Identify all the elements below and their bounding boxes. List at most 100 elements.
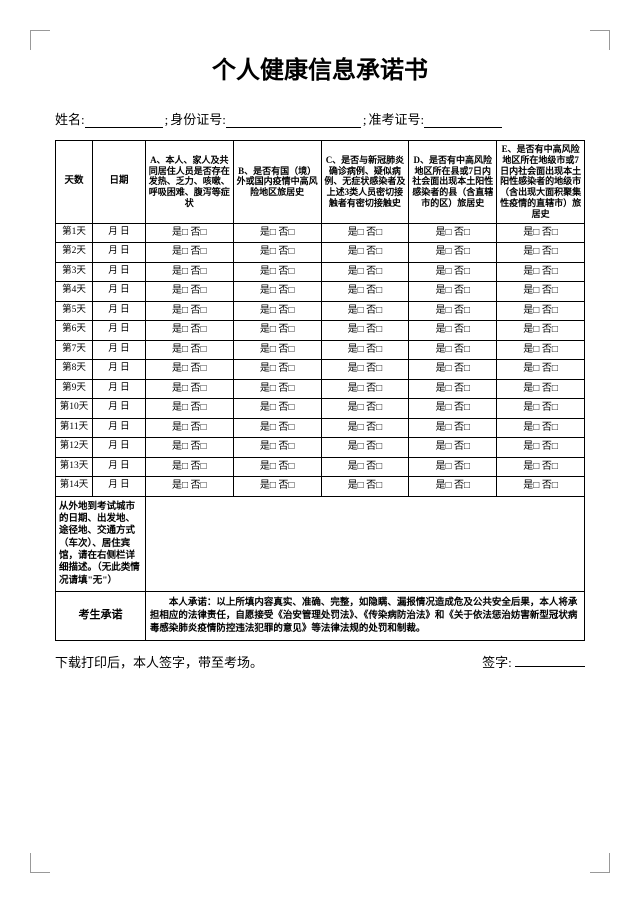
yesno-cell[interactable]: 是□ 否□ (409, 223, 497, 243)
date-cell[interactable]: 月 日 (93, 379, 146, 399)
yesno-cell[interactable]: 是□ 否□ (497, 340, 585, 360)
yesno-cell[interactable]: 是□ 否□ (321, 262, 409, 282)
yesno-cell[interactable]: 是□ 否□ (409, 321, 497, 341)
yesno-cell[interactable]: 是□ 否□ (497, 262, 585, 282)
yesno-cell[interactable]: 是□ 否□ (233, 379, 321, 399)
yesno-cell[interactable]: 是□ 否□ (233, 418, 321, 438)
day-cell: 第5天 (56, 301, 93, 321)
yesno-cell[interactable]: 是□ 否□ (233, 223, 321, 243)
yesno-cell[interactable]: 是□ 否□ (497, 223, 585, 243)
yesno-cell[interactable]: 是□ 否□ (145, 477, 233, 497)
travel-detail-cell[interactable] (145, 496, 584, 591)
footer-row: 下载打印后，本人签字，带至考场。 签字: (55, 651, 585, 671)
yesno-cell[interactable]: 是□ 否□ (409, 477, 497, 497)
table-row: 第3天月 日是□ 否□是□ 否□是□ 否□是□ 否□是□ 否□ (56, 262, 585, 282)
yesno-cell[interactable]: 是□ 否□ (145, 360, 233, 380)
yesno-cell[interactable]: 是□ 否□ (233, 262, 321, 282)
date-cell[interactable]: 月 日 (93, 457, 146, 477)
yesno-cell[interactable]: 是□ 否□ (145, 399, 233, 419)
day-cell: 第10天 (56, 399, 93, 419)
yesno-cell[interactable]: 是□ 否□ (145, 340, 233, 360)
yesno-cell[interactable]: 是□ 否□ (497, 457, 585, 477)
date-cell[interactable]: 月 日 (93, 438, 146, 458)
yesno-cell[interactable]: 是□ 否□ (233, 399, 321, 419)
yesno-cell[interactable]: 是□ 否□ (145, 282, 233, 302)
table-row: 第2天月 日是□ 否□是□ 否□是□ 否□是□ 否□是□ 否□ (56, 243, 585, 263)
yesno-cell[interactable]: 是□ 否□ (409, 282, 497, 302)
yesno-cell[interactable]: 是□ 否□ (321, 243, 409, 263)
yesno-cell[interactable]: 是□ 否□ (497, 477, 585, 497)
yesno-cell[interactable]: 是□ 否□ (497, 438, 585, 458)
yesno-cell[interactable]: 是□ 否□ (145, 223, 233, 243)
yesno-cell[interactable]: 是□ 否□ (233, 301, 321, 321)
yesno-cell[interactable]: 是□ 否□ (321, 438, 409, 458)
yesno-cell[interactable]: 是□ 否□ (497, 301, 585, 321)
yesno-cell[interactable]: 是□ 否□ (233, 457, 321, 477)
yesno-cell[interactable]: 是□ 否□ (497, 399, 585, 419)
health-table: 天数 日期 A、本人、家人及共同居住人员是否存在发热、乏力、咳嗽、呼吸困难、腹泻… (55, 140, 585, 641)
yesno-cell[interactable]: 是□ 否□ (321, 360, 409, 380)
yesno-cell[interactable]: 是□ 否□ (233, 321, 321, 341)
yesno-cell[interactable]: 是□ 否□ (321, 321, 409, 341)
name-field[interactable] (85, 112, 163, 128)
yesno-cell[interactable]: 是□ 否□ (409, 243, 497, 263)
signature-field[interactable] (515, 651, 585, 667)
yesno-cell[interactable]: 是□ 否□ (497, 360, 585, 380)
yesno-cell[interactable]: 是□ 否□ (233, 477, 321, 497)
yesno-cell[interactable]: 是□ 否□ (233, 243, 321, 263)
crop-mark-tl (30, 30, 50, 50)
yesno-cell[interactable]: 是□ 否□ (321, 477, 409, 497)
yesno-cell[interactable]: 是□ 否□ (497, 418, 585, 438)
yesno-cell[interactable]: 是□ 否□ (145, 243, 233, 263)
yesno-cell[interactable]: 是□ 否□ (233, 360, 321, 380)
travel-label: 从外地到考试城市的日期、出发地、途径地、交通方式（车次）、居住宾馆，请在右侧栏详… (56, 496, 146, 591)
yesno-cell[interactable]: 是□ 否□ (321, 301, 409, 321)
yesno-cell[interactable]: 是□ 否□ (409, 301, 497, 321)
yesno-cell[interactable]: 是□ 否□ (145, 438, 233, 458)
yesno-cell[interactable]: 是□ 否□ (321, 457, 409, 477)
exam-field[interactable] (424, 112, 502, 128)
date-cell[interactable]: 月 日 (93, 360, 146, 380)
yesno-cell[interactable]: 是□ 否□ (145, 418, 233, 438)
yesno-cell[interactable]: 是□ 否□ (409, 360, 497, 380)
yesno-cell[interactable]: 是□ 否□ (409, 438, 497, 458)
date-cell[interactable]: 月 日 (93, 243, 146, 263)
yesno-cell[interactable]: 是□ 否□ (145, 301, 233, 321)
yesno-cell[interactable]: 是□ 否□ (321, 282, 409, 302)
yesno-cell[interactable]: 是□ 否□ (321, 379, 409, 399)
date-cell[interactable]: 月 日 (93, 262, 146, 282)
yesno-cell[interactable]: 是□ 否□ (321, 418, 409, 438)
date-cell[interactable]: 月 日 (93, 399, 146, 419)
yesno-cell[interactable]: 是□ 否□ (409, 457, 497, 477)
yesno-cell[interactable]: 是□ 否□ (233, 282, 321, 302)
yesno-cell[interactable]: 是□ 否□ (145, 262, 233, 282)
yesno-cell[interactable]: 是□ 否□ (497, 243, 585, 263)
yesno-cell[interactable]: 是□ 否□ (409, 418, 497, 438)
yesno-cell[interactable]: 是□ 否□ (497, 379, 585, 399)
yesno-cell[interactable]: 是□ 否□ (321, 223, 409, 243)
yesno-cell[interactable]: 是□ 否□ (321, 399, 409, 419)
yesno-cell[interactable]: 是□ 否□ (233, 340, 321, 360)
date-cell[interactable]: 月 日 (93, 321, 146, 341)
id-field[interactable] (226, 112, 361, 128)
date-cell[interactable]: 月 日 (93, 477, 146, 497)
yesno-cell[interactable]: 是□ 否□ (497, 282, 585, 302)
yesno-cell[interactable]: 是□ 否□ (409, 340, 497, 360)
date-cell[interactable]: 月 日 (93, 301, 146, 321)
table-row: 第9天月 日是□ 否□是□ 否□是□ 否□是□ 否□是□ 否□ (56, 379, 585, 399)
commitment-row: 考生承诺 本人承诺：以上所填内容真实、准确、完整，如隐瞒、漏报情况造成危及公共安… (56, 591, 585, 640)
yesno-cell[interactable]: 是□ 否□ (497, 321, 585, 341)
yesno-cell[interactable]: 是□ 否□ (145, 321, 233, 341)
date-cell[interactable]: 月 日 (93, 340, 146, 360)
day-cell: 第12天 (56, 438, 93, 458)
yesno-cell[interactable]: 是□ 否□ (409, 379, 497, 399)
date-cell[interactable]: 月 日 (93, 282, 146, 302)
date-cell[interactable]: 月 日 (93, 418, 146, 438)
yesno-cell[interactable]: 是□ 否□ (233, 438, 321, 458)
yesno-cell[interactable]: 是□ 否□ (145, 379, 233, 399)
date-cell[interactable]: 月 日 (93, 223, 146, 243)
yesno-cell[interactable]: 是□ 否□ (145, 457, 233, 477)
yesno-cell[interactable]: 是□ 否□ (321, 340, 409, 360)
yesno-cell[interactable]: 是□ 否□ (409, 262, 497, 282)
yesno-cell[interactable]: 是□ 否□ (409, 399, 497, 419)
